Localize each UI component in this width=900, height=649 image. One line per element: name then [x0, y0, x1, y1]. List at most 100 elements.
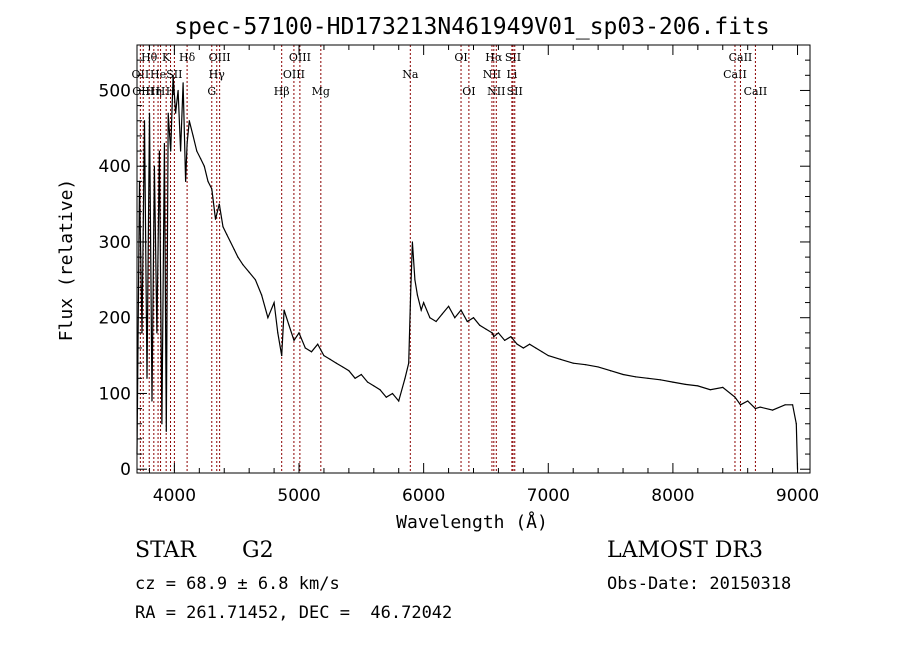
object-subclass: G2	[242, 538, 274, 563]
data-point	[772, 409, 774, 411]
data-point	[192, 135, 194, 137]
data-point	[747, 400, 749, 402]
x-tick-label: 6000	[402, 486, 445, 506]
marker-label: Hα	[485, 51, 503, 64]
y-tick-label: 300	[99, 233, 131, 253]
data-point	[175, 112, 177, 114]
marker-label: SII	[166, 68, 182, 81]
data-point	[248, 271, 250, 273]
data-point	[211, 188, 213, 190]
x-tick-label: 8000	[651, 486, 694, 506]
data-point	[188, 120, 190, 122]
data-point	[335, 362, 338, 364]
data-point	[329, 358, 331, 360]
x-tick-label: 7000	[527, 486, 570, 506]
data-point	[404, 377, 406, 379]
marker-label: K	[162, 51, 171, 64]
data-point	[398, 400, 400, 402]
data-point	[226, 233, 228, 235]
data-point	[528, 343, 531, 345]
marker-label: G	[207, 85, 216, 98]
marker-label: CaII	[729, 51, 753, 64]
data-point	[148, 112, 151, 114]
data-point	[522, 347, 524, 349]
data-point	[207, 180, 209, 182]
marker-label: OI	[454, 51, 467, 64]
data-point	[466, 320, 468, 323]
data-point	[585, 364, 587, 366]
data-point	[170, 150, 172, 152]
data-point	[304, 347, 306, 349]
data-point	[647, 377, 649, 379]
data-point	[634, 376, 637, 378]
data-point	[218, 203, 220, 205]
data-point	[572, 362, 574, 364]
marker-label: H	[166, 85, 176, 98]
y-tick-label: 200	[99, 309, 131, 329]
data-point	[281, 354, 283, 357]
x-axis-label: Wavelength (Å)	[396, 511, 548, 533]
marker-label: H	[156, 85, 166, 98]
redshift-value: cz = 68.9 ± 6.8 km/s	[135, 574, 340, 594]
data-point	[791, 404, 794, 406]
data-point	[493, 336, 495, 338]
data-point	[497, 332, 500, 334]
marker-label: CaII	[744, 85, 768, 98]
y-tick-label: 400	[99, 157, 131, 177]
chart-title: spec-57100-HD173213N461949V01_sp03-206.f…	[174, 14, 769, 40]
data-point	[547, 354, 549, 357]
data-point	[411, 241, 414, 243]
data-point	[541, 351, 543, 353]
data-point	[214, 218, 217, 220]
data-point	[158, 150, 161, 152]
marker-label: Hδ	[179, 51, 196, 64]
marker-label: OIII	[209, 51, 231, 64]
data-point	[709, 389, 711, 391]
data-point	[784, 404, 786, 406]
data-point	[423, 301, 425, 304]
marker-label: Hγ	[209, 68, 226, 81]
data-point	[360, 373, 362, 376]
marker-label: OIII	[283, 68, 305, 81]
data-point	[237, 256, 239, 258]
data-point	[672, 381, 674, 383]
marker-label: SII	[507, 85, 523, 98]
data-point	[504, 339, 506, 342]
data-point	[151, 400, 153, 402]
data-point	[267, 317, 269, 319]
data-point	[734, 396, 736, 398]
data-point	[739, 404, 742, 406]
data-point	[182, 82, 184, 84]
data-point	[472, 317, 475, 319]
data-point	[795, 423, 797, 425]
data-point	[435, 320, 437, 323]
data-point	[385, 396, 387, 398]
data-point	[342, 366, 344, 368]
marker-label: Hθ	[141, 51, 158, 64]
data-point	[429, 317, 431, 319]
data-point	[659, 379, 662, 381]
y-tick-label: 0	[120, 460, 131, 480]
data-point	[408, 362, 410, 364]
data-point	[277, 332, 279, 334]
data-point	[722, 386, 724, 388]
data-point	[609, 370, 612, 372]
data-point	[163, 142, 166, 145]
spectrum-line	[136, 75, 799, 470]
data-point	[177, 89, 179, 92]
data-point	[560, 358, 562, 360]
data-point	[441, 313, 443, 315]
data-point	[697, 385, 699, 387]
y-tick-label: 100	[99, 384, 131, 404]
data-point	[535, 347, 537, 349]
data-point	[222, 226, 224, 228]
marker-label: OI	[462, 85, 475, 98]
data-point	[391, 392, 394, 395]
y-axis: 0 100 200 300 400 500	[99, 44, 810, 480]
data-point	[186, 142, 188, 145]
data-point	[684, 383, 686, 385]
data-point	[146, 377, 148, 379]
marker-label: SII	[505, 51, 521, 64]
marker-label: He	[150, 68, 166, 81]
